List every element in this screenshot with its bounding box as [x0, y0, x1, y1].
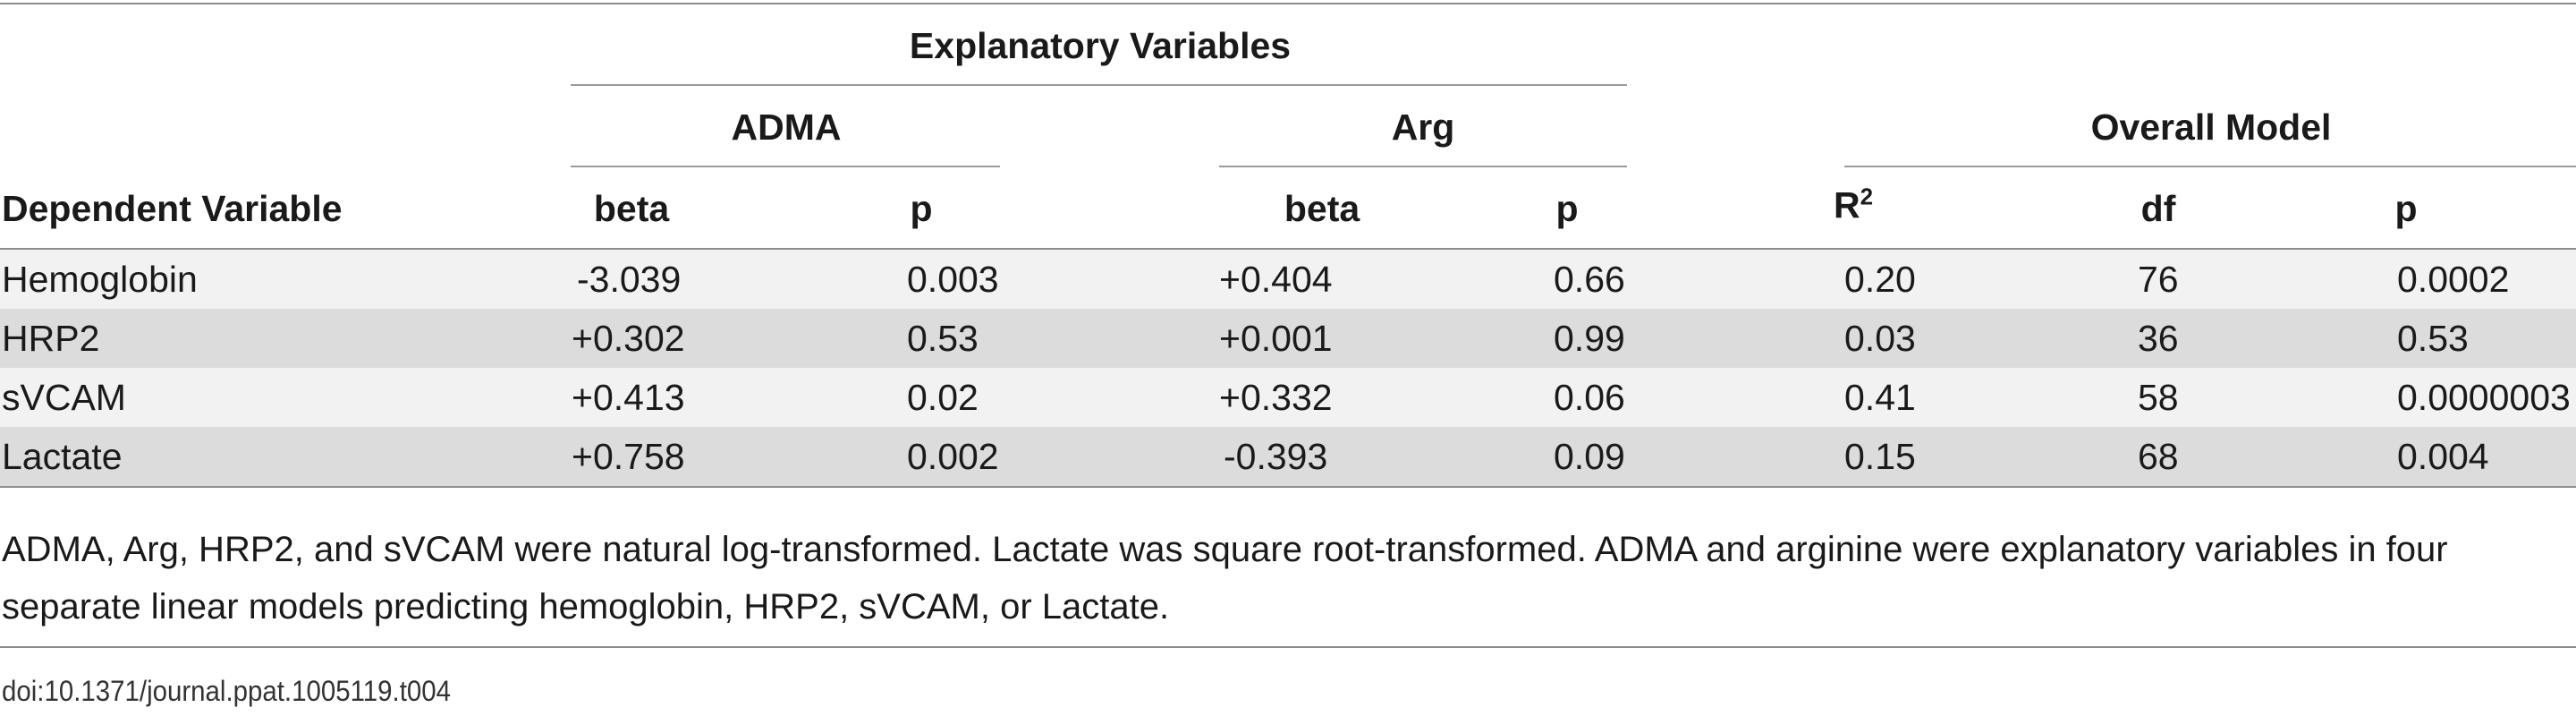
- subgroup-header-overall: Overall Model: [2090, 107, 2332, 148]
- cell-arg-p: 0.99: [1554, 318, 1625, 359]
- col-header-adma-p: p: [910, 188, 933, 229]
- cell-arg-beta: +0.332: [1219, 377, 1333, 418]
- cell-arg-beta: +0.404: [1219, 259, 1333, 300]
- rule-arg: [1219, 166, 1627, 167]
- cell-overall-p: 0.0002: [2397, 259, 2510, 300]
- cell-overall-p: 0.53: [2397, 318, 2469, 359]
- group-header-explanatory: Explanatory Variables: [909, 25, 1292, 66]
- table-footnote: ADMA, Arg, HRP2, and sVCAM were natural …: [2, 530, 2448, 626]
- cell-overall-p: 0.0000003: [2397, 377, 2571, 418]
- row-background: [0, 250, 2576, 309]
- cell-arg-beta: -0.393: [1224, 436, 1328, 477]
- cell-dependent: Lactate: [2, 436, 123, 477]
- cell-dependent: HRP2: [2, 318, 100, 359]
- doi-link[interactable]: doi:10.1371/journal.ppat.1005119.t004: [2, 675, 452, 707]
- cell-arg-p: 0.06: [1554, 377, 1625, 418]
- cell-arg-p: 0.66: [1554, 259, 1625, 300]
- cell-df: 76: [2138, 259, 2179, 300]
- cell-df: 68: [2138, 436, 2179, 477]
- cell-r2: 0.03: [1844, 318, 1916, 359]
- cell-dependent: Hemoglobin: [2, 259, 198, 300]
- cell-arg-beta: +0.001: [1219, 318, 1333, 359]
- cell-r2: 0.20: [1844, 259, 1916, 300]
- cell-adma-beta: -3.039: [577, 259, 682, 300]
- cell-overall-p: 0.004: [2397, 436, 2489, 477]
- col-header-dependent: Dependent Variable: [2, 188, 343, 229]
- row-stripe: [0, 309, 2576, 368]
- row-background: [0, 368, 2576, 427]
- cell-dependent: sVCAM: [2, 377, 126, 418]
- cell-arg-p: 0.09: [1554, 436, 1625, 477]
- col-header-r2: R2: [1833, 183, 1874, 226]
- cell-adma-p: 0.002: [907, 436, 999, 477]
- cell-adma-beta: +0.758: [572, 436, 685, 477]
- subgroup-header-adma: ADMA: [731, 107, 842, 148]
- cell-adma-p: 0.003: [907, 259, 999, 300]
- row-stripe: [0, 427, 2576, 486]
- col-header-overall-p: p: [2394, 188, 2418, 229]
- subgroup-header-arg: Arg: [1391, 107, 1455, 148]
- table-bottom-rule: [0, 486, 2576, 488]
- cell-r2: 0.41: [1844, 377, 1916, 418]
- cell-adma-beta: +0.413: [572, 377, 685, 418]
- cell-df: 36: [2138, 318, 2179, 359]
- rule-explanatory: [571, 84, 1627, 86]
- top-rule: [0, 3, 2576, 4]
- col-header-df: df: [2140, 188, 2176, 229]
- rule-adma: [571, 166, 1000, 167]
- cell-adma-beta: +0.302: [572, 318, 685, 359]
- header-bottom-rule: [0, 248, 2576, 250]
- col-header-arg-beta: beta: [1284, 188, 1360, 229]
- col-header-arg-p: p: [1555, 188, 1579, 229]
- cell-adma-p: 0.53: [907, 318, 979, 359]
- footnote-rule: [0, 646, 2576, 648]
- cell-r2: 0.15: [1844, 436, 1916, 477]
- col-header-adma-beta: beta: [593, 188, 670, 229]
- rule-overall: [1844, 166, 2576, 167]
- cell-adma-p: 0.02: [907, 377, 979, 418]
- cell-df: 58: [2138, 377, 2179, 418]
